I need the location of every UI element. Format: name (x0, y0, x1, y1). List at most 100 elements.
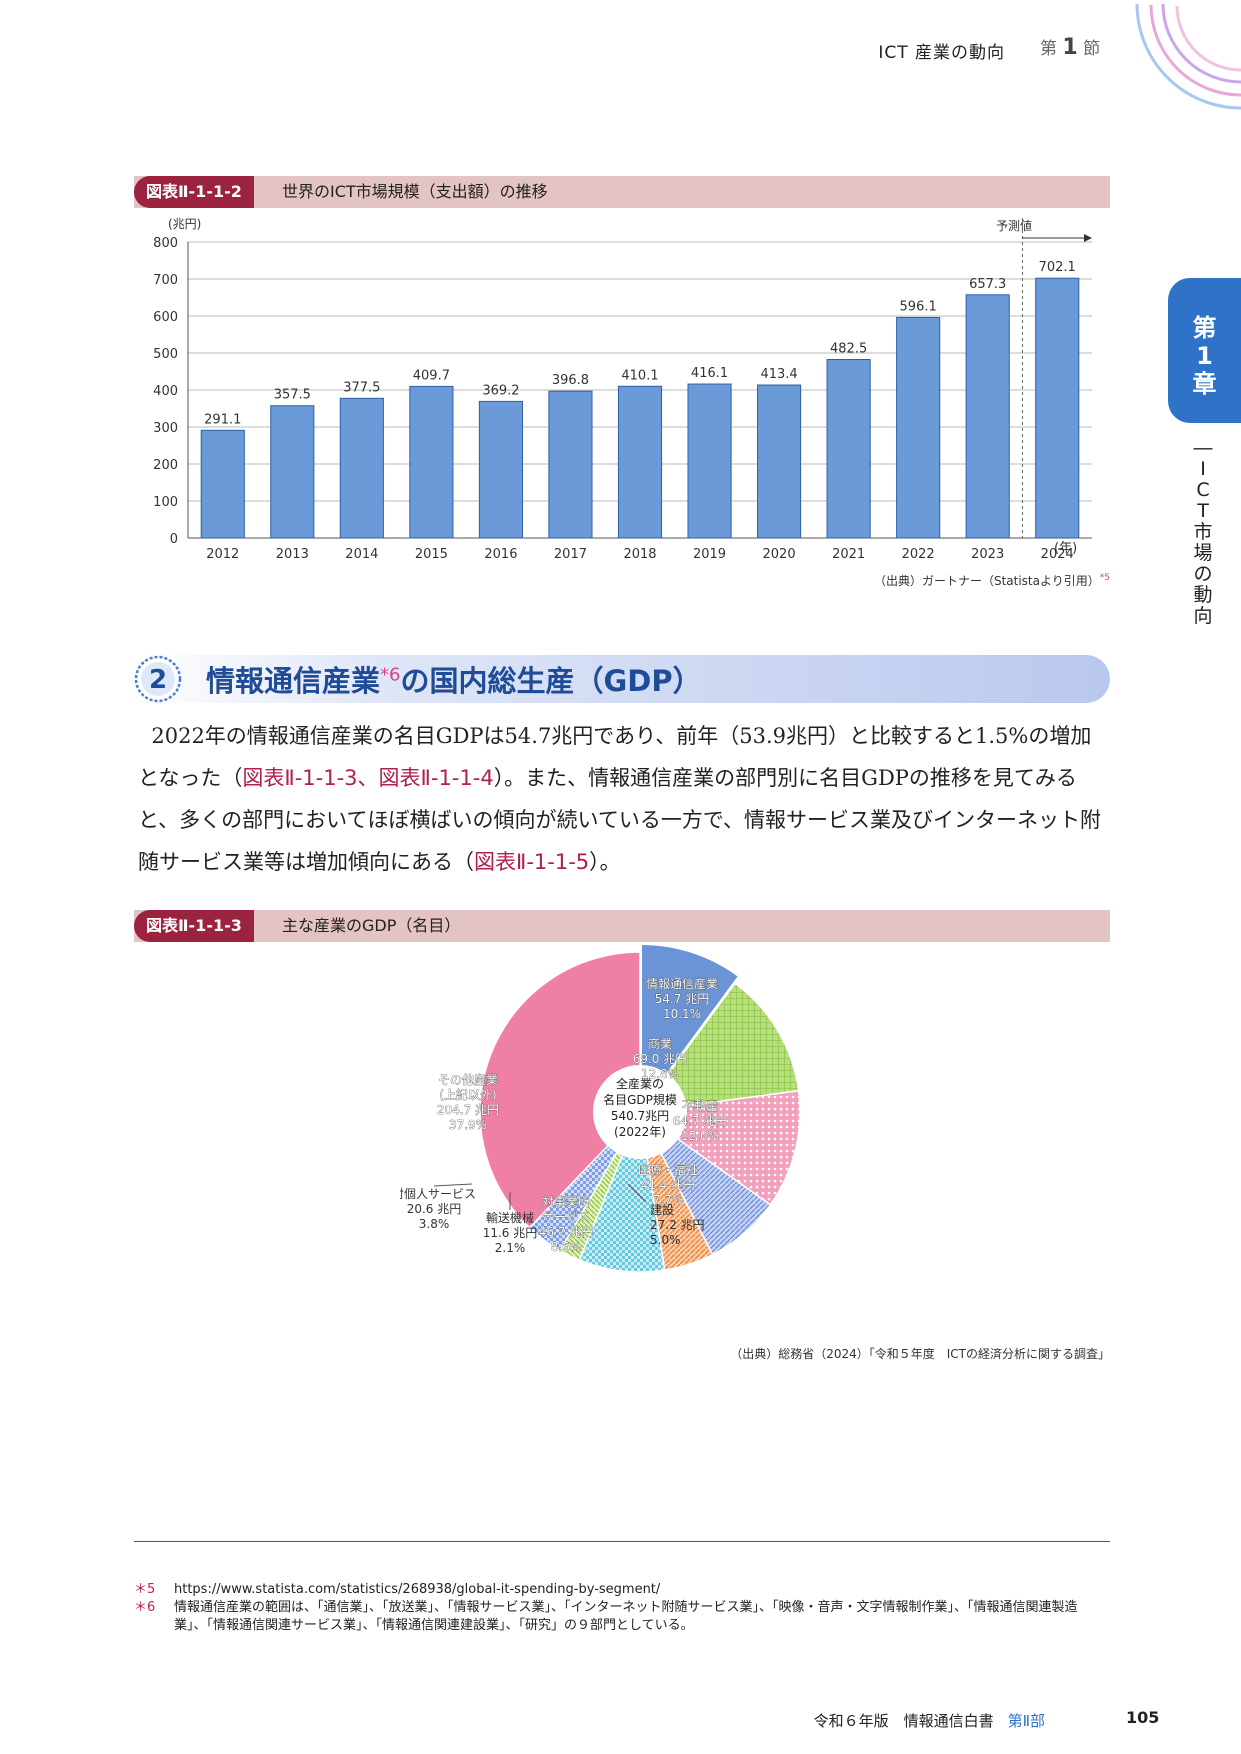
bar-2021 (826, 358, 871, 539)
bar-value-label: 596.1 (900, 299, 937, 314)
bar-2012 (200, 429, 245, 539)
x-tick-label: 2018 (623, 547, 656, 562)
footnote: ＊5 https://www.statista.com/statistics/26… (134, 1582, 661, 1597)
x-tick-label: 2016 (484, 547, 517, 562)
x-tick-label: 2015 (415, 547, 448, 562)
x-tick-label: 2017 (554, 547, 587, 562)
x-tick-label: 2023 (971, 547, 1004, 562)
pie-label-7: 3.8% (419, 1217, 450, 1231)
bar-value-label: 410.1 (621, 368, 658, 383)
figure-ref-link[interactable]: 図表Ⅱ-1-1-5 (474, 850, 590, 874)
pie-center-text: 全産業の (616, 1076, 664, 1091)
x-tick-label: 2024 (1041, 547, 1074, 562)
svg-text:2: 2 (149, 665, 167, 695)
pie-center-text: 540.7兆円 (611, 1109, 669, 1123)
bar-2022 (896, 316, 941, 539)
bar-value-label: 377.5 (343, 380, 380, 395)
section-number-badge: 2 (134, 655, 182, 703)
pie-center-text: 名目GDP規模 (603, 1092, 677, 1107)
bar-2016 (478, 400, 523, 539)
pie-label-1: 69.0 兆円 (633, 1052, 688, 1066)
page-footer: 令和６年版 情報通信白書 第Ⅱ部 (813, 1712, 1045, 1730)
bar-2023 (965, 294, 1010, 539)
pie-label-5: サービス (542, 1210, 590, 1224)
bar-2013 (270, 405, 315, 539)
pie-label-2: 12.0% (681, 1129, 719, 1143)
pie-label-4: 建設 (650, 1202, 674, 1217)
chapter-tab-num: 1 (1196, 342, 1213, 370)
pie-center-hole (593, 1065, 687, 1159)
pie-label-1: 12.8% (641, 1067, 679, 1081)
running-header-title: ICT 産業の動向 (878, 43, 1005, 63)
pie-label-4: 27.2 兆円 (650, 1218, 705, 1232)
bar-2015 (409, 385, 454, 539)
section-title: 情報通信産業*6の国内総生産（GDP） (206, 664, 702, 698)
pie-center-text: (2022年) (614, 1125, 666, 1139)
x-tick-label: 2013 (276, 547, 309, 562)
y-tick-label: 300 (153, 421, 178, 436)
bar-value-label: 413.4 (760, 367, 797, 382)
y-tick-label: 600 (153, 310, 178, 325)
y-tick-label: 0 (170, 532, 178, 547)
bar-value-label: 291.1 (204, 412, 241, 427)
x-tick-label: 2014 (345, 547, 378, 562)
bar-2018 (617, 385, 663, 539)
bar-2019 (687, 383, 732, 539)
y-unit-label: (兆円) (168, 217, 201, 231)
pie-label-5: 8.6% (551, 1240, 582, 1254)
pie-label-0: 10.1% (663, 1007, 701, 1021)
pie-label-0: 54.7 兆円 (655, 992, 710, 1006)
pie-label-7: 対個人サービス (400, 1187, 476, 1201)
pie-label-3: 医療・福祉 (638, 1162, 698, 1177)
chapter-tab: 第 1 章 (1168, 278, 1241, 423)
pie-slice-1 (638, 982, 800, 1113)
pie-label-8: (上記以外) (439, 1087, 496, 1102)
pie-label-8: 204.7 兆円 (437, 1103, 499, 1117)
running-header-section: 第 1 節 (1040, 35, 1101, 60)
pie-label-5: 対事業所 (542, 1195, 590, 1209)
y-tick-label: 100 (153, 495, 178, 510)
page-number: 105 (1126, 1708, 1160, 1727)
chapter-tab-top: 第 (1192, 314, 1217, 342)
y-tick-label: 500 (153, 347, 178, 362)
pie-label-6: 輸送機械 (486, 1210, 534, 1225)
bar-value-label: 396.8 (552, 373, 589, 388)
bar-value-label: 482.5 (830, 341, 867, 356)
bar-value-label: 657.3 (969, 277, 1006, 292)
pie-label-3: 7.7% (653, 1193, 684, 1207)
pie-leader-line (627, 1183, 647, 1203)
pie-label-3: 41.4 兆円 (641, 1178, 696, 1192)
ict-market-bar-chart: (兆円) (年) 予測値 291.1 357.5 377.5 409.7 369.2 39… (153, 217, 1092, 562)
figure1-title: 世界のICT市場規模（支出額）の推移 (282, 182, 548, 201)
forecast-label: 予測値 (996, 218, 1032, 233)
y-tick-label: 200 (153, 458, 178, 473)
x-tick-label: 2020 (763, 547, 796, 562)
pie-label-6: 11.6 兆円 (483, 1226, 538, 1240)
pie-slice-8 (479, 951, 641, 1229)
bar-2024 (1035, 277, 1080, 539)
pie-label-7: 20.6 兆円 (407, 1202, 462, 1216)
pie-label-4: 5.0% (650, 1233, 681, 1247)
footnote: ＊6 情報通信産業の範囲は、「通信業」、「放送業」、「情報サービス業」、「インター… (134, 1600, 1078, 1633)
pie-label-6: 2.1% (495, 1241, 526, 1255)
pie-label-5: 46.7 兆円 (539, 1225, 594, 1239)
section-heading-band (134, 655, 1110, 703)
bar-2020 (757, 384, 802, 539)
bar-value-label: 357.5 (274, 388, 311, 403)
pie-label-2: 64.7 兆円 (673, 1114, 728, 1128)
body-paragraph: 2022年の情報通信産業の名目GDPは54.7兆円であり、前年（53.9兆円）と… (138, 724, 1102, 874)
figure2-title-bar: 図表Ⅱ-1-1-3 主な産業のGDP（名目） (134, 910, 1110, 942)
pie-label-0: 情報通信産業 (646, 976, 718, 991)
bar-value-label: 409.7 (413, 368, 450, 383)
pie-leader-line (433, 1183, 473, 1187)
x-unit-label: (年) (1054, 541, 1077, 556)
forecast-arrowhead (1084, 234, 1092, 242)
footnote-rule (134, 1541, 1110, 1542)
chapter-vertical-title: ― I C T 市場の動向 (1193, 437, 1213, 627)
pie-label-8: 37.9% (449, 1118, 487, 1132)
figure2-title: 主な産業のGDP（名目） (282, 916, 461, 935)
bar-value-label: 702.1 (1039, 260, 1076, 275)
pie-label-1: 商業 (648, 1036, 672, 1051)
figure-ref-link[interactable]: 図表Ⅱ-1-1-3、図表Ⅱ-1-1-4 (242, 766, 494, 790)
